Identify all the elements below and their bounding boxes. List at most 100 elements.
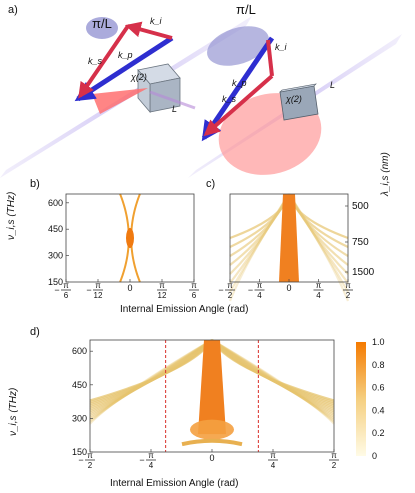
chart-b-xtick-label: π12−	[86, 281, 103, 300]
length-label-left: L	[172, 104, 178, 114]
svg-text:π: π	[191, 281, 197, 290]
lobe-d	[190, 419, 234, 440]
chart-b-xtick-label: π6−	[54, 281, 71, 300]
svg-text:4: 4	[149, 461, 154, 470]
chart-c-xtick-label: 0	[286, 283, 291, 293]
ks-label-right: k_s	[222, 94, 237, 104]
pi-over-l-right: π/L	[236, 2, 256, 17]
panel-label-a: a)	[8, 4, 18, 16]
colorbar-tick-label: 0.6	[372, 383, 385, 393]
vector-ks-right	[203, 74, 274, 137]
svg-text:π: π	[270, 451, 276, 460]
fringe-c	[228, 193, 350, 302]
phase-matching-ellipse-left	[86, 17, 118, 39]
svg-text:−: −	[54, 285, 59, 295]
svg-text:12: 12	[158, 291, 167, 300]
chi2-label-right: χ(2)	[286, 94, 302, 104]
vector-ki-right	[266, 39, 274, 77]
length-label-right: L	[330, 80, 336, 90]
pi-over-l-left: π/L	[92, 16, 112, 31]
svg-text:π: π	[316, 281, 322, 290]
chart-d-ytick-label: 150	[72, 447, 87, 457]
svg-text:2: 2	[346, 291, 351, 300]
fringe-c	[229, 193, 349, 293]
chart-b-ytick-label: 300	[48, 251, 63, 261]
beam-out-left	[149, 90, 196, 110]
svg-text:π: π	[87, 451, 93, 460]
svg-text:π: π	[257, 281, 263, 290]
chart-d-xtick-label: π4	[268, 451, 278, 470]
svg-text:2: 2	[88, 461, 93, 470]
svg-text:−: −	[78, 455, 83, 465]
chart-d-xtick-label: π2−	[78, 451, 95, 470]
chart-b-ytick-label: 600	[48, 198, 63, 208]
crystal-slab-right	[279, 83, 319, 121]
xlabel-bc: Internal Emission Angle (rad)	[120, 304, 249, 315]
svg-text:4: 4	[316, 291, 321, 300]
fringe-d	[89, 339, 335, 425]
svg-text:6: 6	[64, 291, 69, 300]
chi2-label-left: χ(2)	[131, 72, 147, 82]
fringe-d	[89, 339, 335, 415]
chart-d-xtick-label: π4−	[139, 451, 156, 470]
chart-c-xtick-label: π4	[313, 281, 324, 300]
ki-label-right: k_i	[275, 42, 287, 52]
fringe-c	[229, 193, 349, 284]
chart-b-ytick-label: 450	[48, 224, 63, 234]
chart-c-xtick-label: π2	[343, 281, 353, 300]
ylabel-d: ν_i,s (THz)	[8, 387, 19, 436]
fringe-d	[89, 339, 335, 420]
chart-b-xtick-label: π6	[189, 281, 199, 300]
colorbar-tick-label: 1.0	[372, 337, 385, 347]
ylabel-b: ν_i,s (THz)	[6, 191, 17, 240]
svg-text:π: π	[159, 281, 165, 290]
svg-text:−: −	[86, 285, 91, 295]
fringe-d	[89, 339, 335, 423]
svg-text:−: −	[139, 455, 144, 465]
colorbar-tick-label: 0.2	[372, 428, 385, 438]
chart-c-ytick-label: 750	[352, 237, 369, 248]
svg-text:4: 4	[257, 291, 262, 300]
kp-label-right: k_p	[232, 78, 247, 88]
peak-b	[126, 228, 134, 248]
chart-c-ytick-label: 1500	[352, 267, 375, 278]
svg-text:π: π	[331, 451, 337, 460]
panel-label-d: d)	[30, 326, 40, 338]
colorbar-tick-label: 0.8	[372, 360, 385, 370]
colorbar-tick-label: 0	[372, 451, 377, 461]
crystal-cube-left	[137, 63, 181, 114]
chart-d-ytick-label: 450	[72, 380, 87, 390]
fringe-d	[89, 339, 335, 416]
vector-ks-left	[78, 24, 130, 99]
svg-text:π: π	[345, 281, 351, 290]
svg-text:π: π	[63, 281, 69, 290]
svg-text:−: −	[248, 285, 253, 295]
panel-label-c: c)	[206, 178, 216, 190]
fringe-d	[89, 339, 335, 422]
chart-d-xtick-label: π2	[329, 451, 339, 470]
chart-d-ytick-label: 600	[72, 346, 87, 356]
chart-c-xtick-label: π2−	[218, 281, 235, 300]
svg-text:π: π	[95, 281, 101, 290]
chart-b-xtick-label: π12	[157, 281, 167, 300]
emission-cone-left	[92, 88, 148, 114]
center-band-c	[279, 194, 299, 282]
heatmap-d	[89, 339, 335, 425]
panel-label-b: b)	[30, 178, 40, 190]
svg-text:2: 2	[228, 291, 233, 300]
svg-text:4: 4	[271, 461, 276, 470]
svg-text:12: 12	[94, 291, 103, 300]
svg-text:6: 6	[192, 291, 197, 300]
chart-b-xtick-label: 0	[127, 283, 132, 293]
ki-label-left: k_i	[150, 16, 162, 26]
chart-c-xtick-label: π4−	[248, 281, 265, 300]
ks-label-left: k_s	[88, 56, 103, 66]
phase-matching-ellipse-right	[207, 26, 269, 66]
chart-b-ytick-label: 150	[48, 277, 63, 287]
arc-d	[181, 438, 243, 447]
chart-d-ytick-label: 300	[72, 413, 87, 423]
chart-d-xtick-label: 0	[209, 453, 214, 463]
vector-ki-left	[124, 21, 173, 40]
